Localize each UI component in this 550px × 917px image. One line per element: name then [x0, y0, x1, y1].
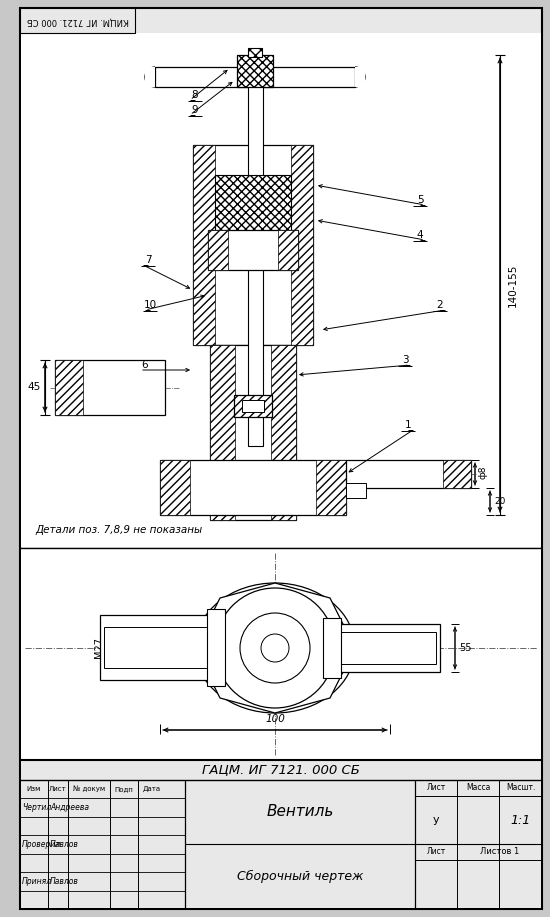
Text: Сборочный чертеж: Сборочный чертеж [237, 869, 363, 882]
Text: 1: 1 [405, 420, 411, 430]
Bar [55, 360, 83, 415]
Text: 45: 45 [28, 382, 41, 392]
Text: Дата: Дата [143, 786, 161, 792]
Bar [278, 230, 298, 270]
Bar [248, 86, 263, 446]
Text: Принял: Принял [22, 877, 52, 886]
Circle shape [240, 613, 310, 683]
Bar [20, 8, 135, 33]
Text: 5: 5 [417, 195, 424, 205]
Text: у: у [433, 815, 439, 825]
Bar [145, 67, 155, 87]
Text: Лист: Лист [426, 783, 446, 792]
Bar [193, 145, 313, 345]
Text: 20: 20 [494, 498, 505, 506]
Bar [21, 33, 541, 547]
Text: 10: 10 [144, 300, 157, 310]
Bar [21, 761, 541, 908]
Text: № докум: № докум [73, 786, 105, 792]
Bar [215, 175, 291, 233]
Text: 7: 7 [145, 255, 151, 265]
Text: Вентиль: Вентиль [266, 804, 334, 820]
Text: М27: М27 [94, 636, 104, 657]
Bar [242, 400, 264, 412]
Text: 3: 3 [402, 355, 408, 365]
Text: Павлов: Павлов [50, 840, 79, 849]
Text: Чертил: Чертил [22, 803, 51, 812]
Text: Проверил: Проверил [22, 840, 61, 849]
Text: ГАЦМ. ИГ 7121. 000 СБ: ГАЦМ. ИГ 7121. 000 СБ [202, 764, 360, 777]
Bar [339, 632, 436, 664]
Ellipse shape [195, 583, 355, 713]
Text: Листов 1: Листов 1 [480, 847, 519, 856]
Bar [210, 345, 235, 520]
Bar [160, 460, 346, 515]
Bar [316, 460, 346, 515]
Bar [323, 618, 341, 678]
Bar [346, 483, 366, 498]
Bar [355, 67, 365, 87]
Text: Масса: Масса [466, 783, 490, 792]
Bar [248, 48, 262, 57]
Bar [237, 55, 273, 87]
Text: 100: 100 [265, 714, 285, 724]
Circle shape [215, 588, 335, 708]
Bar [443, 460, 471, 488]
Bar [248, 48, 262, 57]
Bar [335, 624, 440, 672]
Bar [104, 627, 211, 668]
Text: 6: 6 [142, 360, 148, 370]
Bar [100, 615, 215, 680]
Bar [208, 230, 298, 270]
Text: Лист: Лист [426, 847, 446, 856]
Bar [234, 395, 272, 417]
Text: КИЦМ. ИГ 7121. 000 СБ: КИЦМ. ИГ 7121. 000 СБ [26, 16, 129, 25]
Bar [155, 67, 355, 87]
Text: 2: 2 [437, 300, 443, 310]
Text: 8: 8 [192, 90, 199, 100]
Bar [55, 360, 165, 415]
Bar [160, 460, 190, 515]
Text: Павлов: Павлов [50, 877, 79, 886]
Bar [215, 175, 291, 233]
Bar [234, 395, 272, 417]
Bar [271, 345, 296, 520]
Text: Изм: Изм [27, 786, 41, 792]
Text: 9: 9 [192, 105, 199, 115]
Text: 1:1: 1:1 [510, 813, 531, 826]
Text: Подп: Подп [114, 786, 133, 792]
Text: Масшт.: Масшт. [506, 783, 535, 792]
Bar [207, 609, 225, 686]
Bar [346, 460, 471, 488]
Polygon shape [256, 626, 294, 670]
Text: Детали поз. 7,8,9 не показаны: Детали поз. 7,8,9 не показаны [35, 525, 202, 535]
Bar [21, 549, 541, 759]
Bar [210, 345, 296, 520]
Text: Лист: Лист [49, 786, 67, 792]
Text: 4: 4 [417, 230, 424, 240]
Text: 55: 55 [459, 643, 471, 653]
Text: 140-155: 140-155 [508, 263, 518, 306]
Bar [237, 55, 273, 87]
Circle shape [261, 634, 289, 662]
Bar [193, 145, 215, 345]
Bar [291, 145, 313, 345]
Bar [208, 230, 228, 270]
Text: Андреева: Андреева [50, 803, 89, 812]
Text: ф8: ф8 [479, 465, 488, 479]
Polygon shape [195, 583, 355, 713]
